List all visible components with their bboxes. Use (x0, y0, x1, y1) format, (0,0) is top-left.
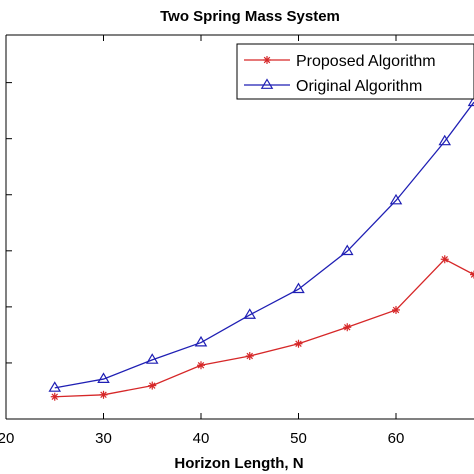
legend-triangle-marker (260, 78, 274, 89)
x-ticks: 20 30 40 50 60 (0, 35, 404, 447)
x-tick-label: 50 (290, 430, 307, 447)
series-layer (48, 95, 474, 401)
series-original (48, 95, 474, 392)
chart-title: Two Spring Mass System (160, 8, 340, 25)
x-tick-label: 30 (95, 430, 112, 447)
legend-asterisk-marker (263, 56, 271, 64)
series-proposed (50, 255, 474, 401)
data-point-triangle (389, 193, 403, 205)
data-point-triangle (48, 381, 62, 392)
data-point-triangle (438, 134, 452, 146)
data-point-triangle (292, 282, 305, 294)
data-point-triangle (145, 353, 159, 364)
data-point-asterisk (343, 323, 352, 332)
data-point-asterisk (99, 390, 108, 399)
legend-box (236, 43, 474, 100)
data-point-triangle (243, 308, 257, 319)
legend-entry-original: Original Algorithm (244, 78, 422, 95)
data-point-asterisk (197, 361, 205, 370)
data-point-asterisk (148, 381, 157, 390)
legend-label-original: Original Algorithm (296, 78, 422, 95)
legend: Proposed Algorithm Original Algorithm (236, 43, 474, 100)
x-tick-label: 40 (193, 430, 210, 447)
series-line (54, 258, 474, 398)
legend-entry-proposed: Proposed Algorithm (244, 53, 436, 70)
data-point-triangle (97, 372, 110, 383)
data-point-asterisk (294, 339, 303, 348)
data-point-asterisk (392, 305, 400, 314)
x-tick-label: 60 (388, 430, 405, 447)
data-point-asterisk (470, 270, 474, 279)
data-point-asterisk (245, 352, 254, 361)
series-line (54, 101, 474, 389)
x-axis-label: Horizon Length, N (174, 455, 303, 472)
data-point-triangle (194, 335, 208, 347)
data-point-asterisk (440, 255, 449, 264)
data-point-asterisk (50, 392, 59, 401)
data-point-triangle (467, 95, 474, 107)
legend-label-proposed: Proposed Algorithm (296, 53, 436, 70)
x-tick-label: 20 (0, 430, 14, 447)
data-point-triangle (340, 244, 354, 256)
